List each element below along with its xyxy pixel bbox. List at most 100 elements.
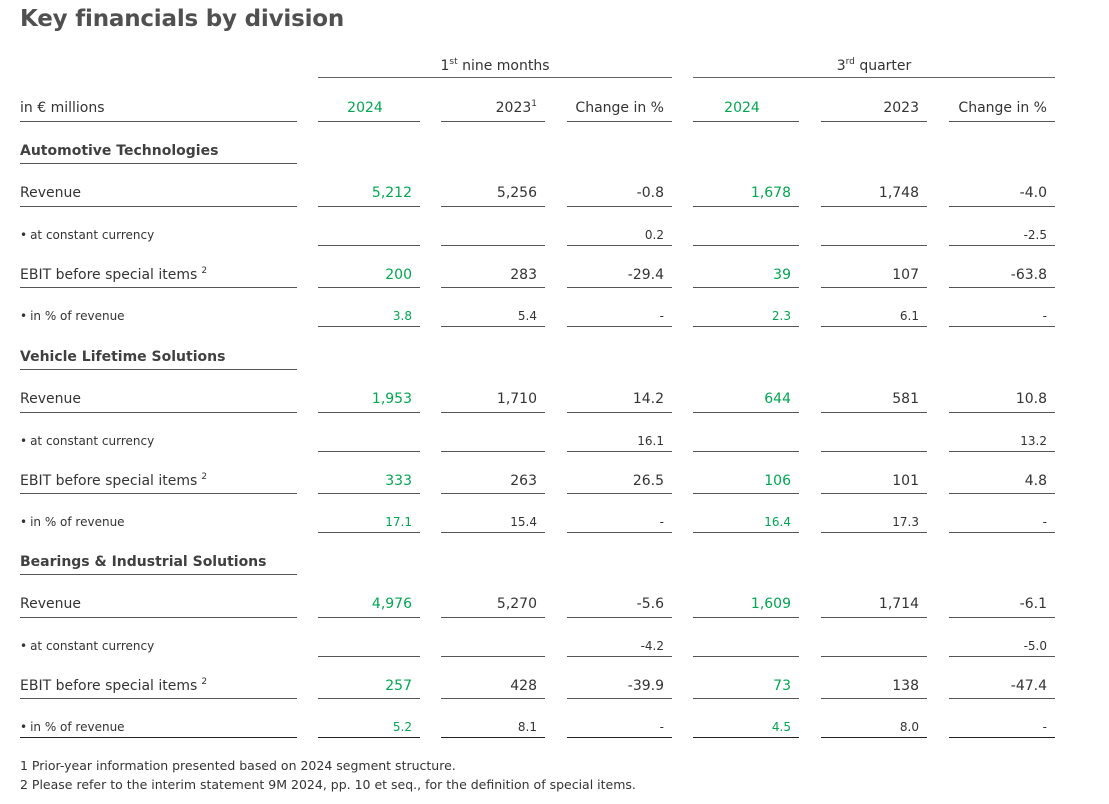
- row-underline: [20, 287, 297, 288]
- value-cell: 4.8: [1024, 473, 1047, 489]
- column-header: Change in %: [958, 100, 1047, 116]
- row-underline: [441, 493, 545, 494]
- row-underline: [318, 737, 420, 738]
- unit-label: in € millions: [20, 100, 105, 116]
- row-underline: [821, 245, 927, 246]
- value-cell: -63.8: [1010, 267, 1047, 283]
- row-underline: [567, 206, 672, 207]
- row-underline: [693, 245, 799, 246]
- value-cell: 257: [385, 678, 412, 694]
- row-underline: [693, 287, 799, 288]
- row-underline: [821, 532, 927, 533]
- row-underline: [821, 206, 927, 207]
- value-cell: -: [659, 515, 664, 529]
- row-underline: [441, 532, 545, 533]
- row-underline: [20, 698, 297, 699]
- value-cell: 5,256: [496, 185, 537, 201]
- value-cell: 644: [764, 391, 791, 407]
- value-cell: 16.1: [637, 434, 664, 448]
- row-label: • at constant currency: [20, 639, 155, 653]
- row-underline: [821, 451, 927, 452]
- row-label: • in % of revenue: [20, 309, 125, 323]
- column-header: Change in %: [575, 100, 664, 116]
- row-underline: [318, 698, 420, 699]
- header-underline: [441, 121, 545, 122]
- value-cell: 101: [892, 473, 919, 489]
- row-underline: [318, 287, 420, 288]
- value-cell: 428: [510, 678, 537, 694]
- value-cell: 263: [510, 473, 537, 489]
- value-cell: 73: [773, 678, 791, 694]
- column-header: 2023: [883, 100, 919, 116]
- row-underline: [949, 451, 1055, 452]
- value-cell: 4,976: [371, 596, 412, 612]
- value-cell: 4.5: [771, 720, 791, 734]
- value-cell: -2.5: [1023, 228, 1047, 242]
- column-header: 2024: [347, 100, 383, 116]
- row-underline: [318, 206, 420, 207]
- row-underline: [821, 412, 927, 413]
- header-underline: [20, 121, 297, 122]
- value-cell: -: [1042, 515, 1047, 529]
- row-underline: [318, 532, 420, 533]
- value-cell: 106: [764, 473, 791, 489]
- value-cell: 0.2: [644, 228, 664, 242]
- header-underline: [821, 121, 927, 122]
- section-heading: Automotive Technologies: [20, 143, 219, 159]
- row-underline: [821, 326, 927, 327]
- row-underline: [949, 412, 1055, 413]
- row-label: • at constant currency: [20, 434, 155, 448]
- row-underline: [567, 451, 672, 452]
- header-underline: [949, 121, 1055, 122]
- footnote: 1 Prior-year information presented based…: [20, 758, 456, 773]
- row-underline: [693, 412, 799, 413]
- value-cell: 1,678: [750, 185, 791, 201]
- row-underline: [949, 532, 1055, 533]
- value-cell: 8.0: [899, 720, 919, 734]
- value-cell: -5.0: [1023, 639, 1047, 653]
- value-cell: 5.2: [392, 720, 412, 734]
- row-label: Revenue: [20, 185, 81, 201]
- value-cell: 10.8: [1015, 391, 1047, 407]
- row-underline: [949, 656, 1055, 657]
- row-label: EBIT before special items 2: [20, 472, 208, 490]
- row-underline: [949, 698, 1055, 699]
- bullet-icon: •: [20, 639, 28, 653]
- value-cell: -29.4: [627, 267, 664, 283]
- value-cell: 17.3: [892, 515, 919, 529]
- value-cell: 107: [892, 267, 919, 283]
- value-cell: 333: [385, 473, 412, 489]
- column-group-header: 3rd quarter: [836, 57, 912, 75]
- row-underline: [318, 493, 420, 494]
- header-underline: [693, 121, 799, 122]
- value-cell: -4.2: [640, 639, 664, 653]
- value-cell: 8.1: [517, 720, 537, 734]
- row-underline: [821, 737, 927, 738]
- value-cell: 1,714: [878, 596, 919, 612]
- value-cell: 581: [892, 391, 919, 407]
- row-underline: [318, 412, 420, 413]
- row-underline: [821, 656, 927, 657]
- value-cell: -: [659, 720, 664, 734]
- bullet-icon: •: [20, 434, 28, 448]
- page-title: Key financials by division: [20, 6, 345, 32]
- value-cell: 15.4: [510, 515, 537, 529]
- row-underline: [567, 326, 672, 327]
- value-cell: -0.8: [636, 185, 664, 201]
- row-label: EBIT before special items 2: [20, 677, 208, 695]
- row-label: • in % of revenue: [20, 515, 125, 529]
- value-cell: -5.6: [636, 596, 664, 612]
- value-cell: -39.9: [627, 678, 664, 694]
- row-underline: [821, 287, 927, 288]
- bullet-icon: •: [20, 309, 28, 323]
- value-cell: 283: [510, 267, 537, 283]
- value-cell: 5,270: [496, 596, 537, 612]
- row-underline: [567, 493, 672, 494]
- section-underline: [20, 369, 297, 370]
- row-label: • in % of revenue: [20, 720, 125, 734]
- column-header: 20231: [495, 99, 537, 117]
- row-underline: [821, 617, 927, 618]
- row-underline: [821, 698, 927, 699]
- row-underline: [441, 245, 545, 246]
- row-underline: [441, 326, 545, 327]
